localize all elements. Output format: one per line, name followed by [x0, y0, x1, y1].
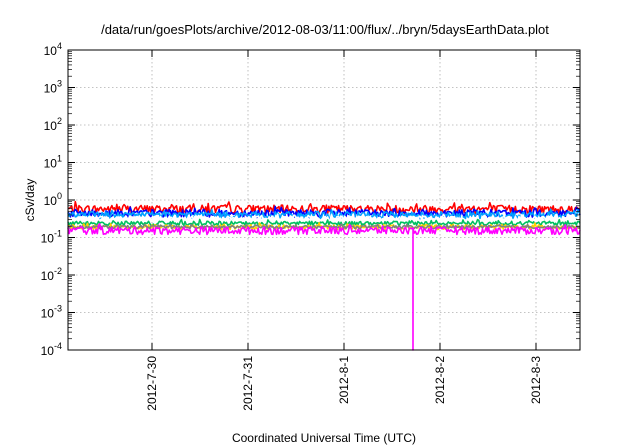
x-tick-label: 2012-8-1: [337, 356, 351, 404]
x-tick-label: 2012-7-31: [241, 356, 255, 411]
y-tick-label: 104: [44, 41, 62, 58]
y-tick-label: 103: [44, 79, 62, 96]
plot-frame: [67, 49, 581, 351]
y-axis-label: cSv/day: [23, 179, 37, 222]
y-tick-label: 101: [44, 154, 62, 171]
y-tick-label: 10-4: [41, 341, 62, 358]
series-line-7: [67, 223, 581, 351]
x-axis-ticks: 2012-7-30 2012-7-31 2012-8-1 2012-8-2 2012-8…: [145, 50, 543, 411]
y-tick-label: 10-2: [41, 266, 62, 283]
x-tick-label: 2012-8-3: [529, 356, 543, 404]
y-tick-label: 102: [44, 116, 62, 133]
chart-title: /data/run/goesPlots/archive/2012-08-03/1…: [101, 22, 549, 37]
grid: [68, 50, 580, 350]
series-line-2: [67, 208, 581, 220]
y-axis-ticks: 10-4 10-3 10-2 10-1 100 101 102 103 104: [41, 41, 580, 358]
series-line-0: [67, 200, 581, 215]
y-tick-label: 10-1: [41, 229, 62, 246]
y-tick-label: 100: [44, 191, 62, 208]
series-line-1: [67, 205, 581, 219]
series-layer: [67, 200, 581, 351]
x-axis-label: Coordinated Universal Time (UTC): [232, 431, 416, 445]
x-tick-label: 2012-8-2: [433, 356, 447, 404]
x-tick-label: 2012-7-30: [145, 356, 159, 411]
series-line-6: [67, 223, 581, 230]
series-line-4: [67, 218, 581, 227]
series-line-3: [67, 213, 581, 223]
y-tick-label: 10-3: [41, 304, 62, 321]
